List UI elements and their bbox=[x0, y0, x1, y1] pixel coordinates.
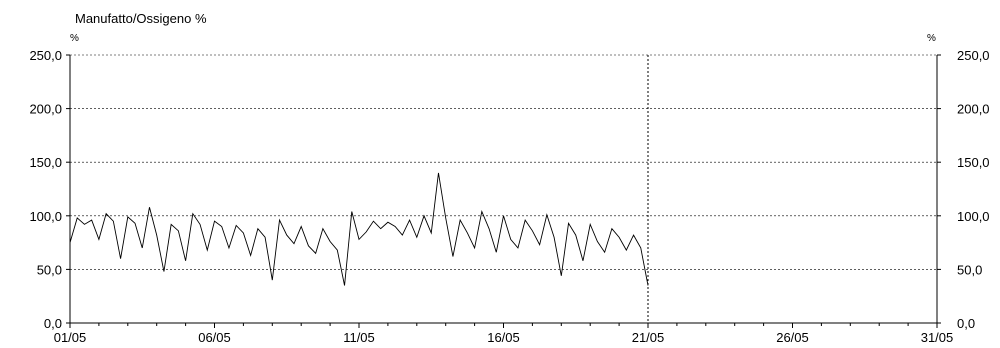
y-tick-label-left: 200,0 bbox=[29, 102, 62, 117]
y-tick-label-right: 200,0 bbox=[957, 102, 990, 117]
y-tick-label-right: 100,0 bbox=[957, 209, 990, 224]
x-tick-label: 11/05 bbox=[343, 330, 375, 345]
x-tick-label: 06/05 bbox=[198, 330, 231, 345]
y-tick-label-left: 0,0 bbox=[44, 316, 62, 331]
y-tick-label-right: 50,0 bbox=[957, 262, 982, 277]
y-tick-labels-left: 0,0 50,0 100,0 150,0 200,0 250,0 bbox=[29, 48, 62, 331]
y-tick-label-right: 0,0 bbox=[957, 316, 975, 331]
chart-title: Manufatto/Ossigeno % bbox=[75, 11, 207, 26]
y-tick-labels-right: 0,0 50,0 100,0 150,0 200,0 250,0 bbox=[957, 48, 990, 331]
x-tick-labels: 01/05 06/05 11/05 16/05 21/05 26/05 31/05 bbox=[54, 330, 954, 345]
y-tick-label-right: 250,0 bbox=[957, 48, 990, 63]
y-tick-label-left: 50,0 bbox=[37, 262, 62, 277]
x-tick-label: 16/05 bbox=[487, 330, 520, 345]
x-tick-label: 26/05 bbox=[776, 330, 809, 345]
y-tick-label-left: 100,0 bbox=[29, 209, 62, 224]
y-tick-label-left: 150,0 bbox=[29, 155, 62, 170]
y-unit-right: % bbox=[927, 33, 936, 44]
y-tick-label-left: 250,0 bbox=[29, 48, 62, 63]
series-line bbox=[69, 172, 649, 286]
y-unit-left: % bbox=[70, 33, 79, 44]
x-tick-label: 21/05 bbox=[632, 330, 665, 345]
grid-lines bbox=[70, 54, 937, 270]
x-tick-label: 31/05 bbox=[921, 330, 954, 345]
x-tick-label: 01/05 bbox=[54, 330, 87, 345]
y-tick-label-right: 150,0 bbox=[957, 155, 990, 170]
axes bbox=[66, 54, 941, 328]
